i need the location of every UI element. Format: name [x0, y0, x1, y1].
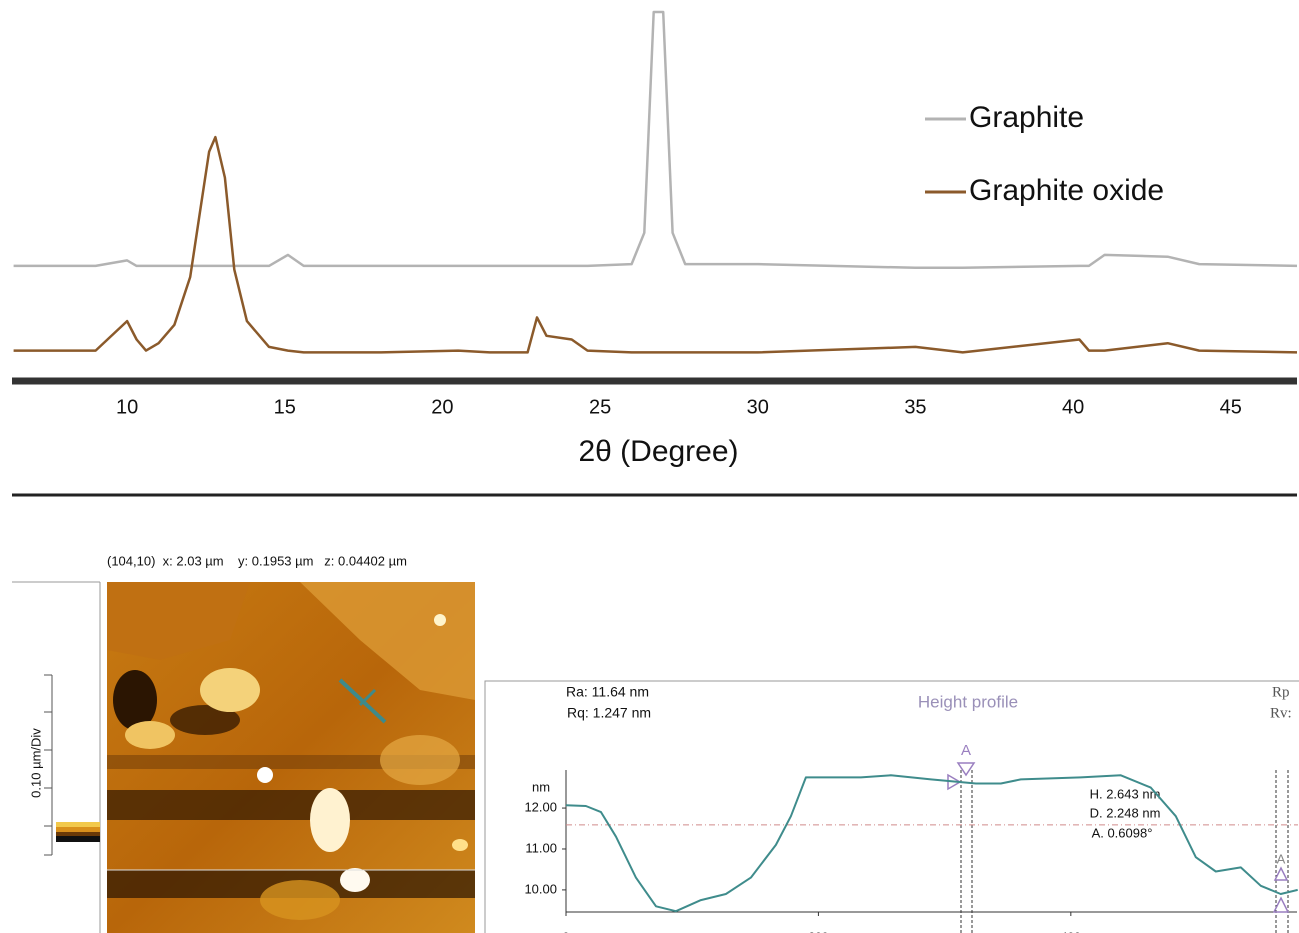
x-tick-label: 30: [747, 396, 769, 418]
x-tick-label: 25: [589, 396, 611, 418]
afm-status: (104,10) x: 2.03 µm y: 0.1953 µm z: 0.04…: [107, 553, 407, 568]
data-line: [566, 775, 1298, 911]
y-unit: nm: [532, 779, 550, 794]
x-tick-label: 40: [1062, 396, 1084, 418]
scale-bar: [44, 675, 52, 855]
x-axis-title: 2θ (Degree): [578, 435, 738, 468]
data-line: [14, 12, 1297, 268]
page: XRD and AFM height profile html, body { …: [0, 0, 1299, 933]
y-tick-label: 11.00: [525, 840, 557, 855]
x-tick-label: 35: [904, 396, 926, 418]
stat-right: Rp: [1272, 684, 1290, 700]
profile-title: Height profile: [918, 692, 1018, 711]
stat-right: Rv:: [1270, 705, 1292, 721]
color-scale: [56, 822, 100, 842]
x-tick-label: 20: [431, 396, 453, 418]
x-tick-label: 10: [116, 396, 138, 418]
legend-label: Graphite oxide: [969, 174, 1164, 207]
stat: Ra: 11.64 nm: [566, 684, 649, 700]
annotation: H. 2.643 nm: [1090, 786, 1161, 801]
afm-image: [107, 582, 475, 933]
cursor-label: A: [961, 742, 971, 759]
y-tick-label: 10.00: [524, 881, 557, 896]
y-tick-label: 12.00: [524, 799, 557, 814]
figure: (104,10) x: 2.03 µm y: 0.1953 µm z: 0.04…: [0, 0, 1299, 933]
scale-label: 0.10 µm/Div: [28, 728, 43, 798]
annotation: D. 2.248 nm: [1090, 805, 1161, 820]
page-body: {"chart_data": [ {"type": "line", "xlabe…: [0, 0, 1299, 933]
stat: Rq: 1.247 nm: [567, 705, 651, 721]
annotation: A. 0.6098°: [1092, 825, 1153, 840]
x-tick-label: 45: [1220, 396, 1242, 418]
data-line: [14, 137, 1297, 352]
cursor-label: A: [1277, 851, 1286, 866]
x-tick-label: 15: [274, 396, 296, 418]
legend-label: Graphite: [969, 101, 1084, 134]
